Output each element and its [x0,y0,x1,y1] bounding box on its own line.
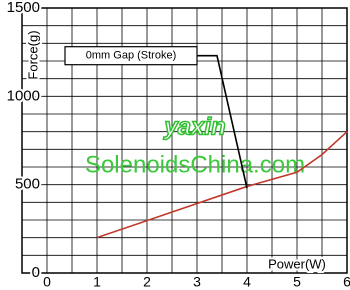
series-line [96,131,348,239]
y-tick-label: 1500 [7,0,40,16]
y-axis-label: Force(g) [25,30,40,79]
y-tick-label: 1000 [7,87,40,104]
legend-box [64,46,198,66]
x-tick-label: 6 [343,274,350,290]
y-tick-label: 500 [15,176,40,193]
x-tick-label: 4 [243,274,251,290]
watermark: SolenoidsChina.com [85,151,305,178]
legend-label: 0mm Gap (Stroke) [86,50,176,62]
watermark: yaxin [163,113,225,140]
plot-border [21,7,348,274]
x-tick-label: 3 [193,274,201,290]
x-tick-label: 5 [293,274,301,290]
y-tick-label: 0 [32,264,40,281]
x-axis-label: Power(W) [268,256,326,271]
x-tick-label: 0 [43,274,51,290]
x-tick-label: 1 [93,274,101,290]
x-tick-label: 2 [143,274,151,290]
series-line [197,54,248,189]
